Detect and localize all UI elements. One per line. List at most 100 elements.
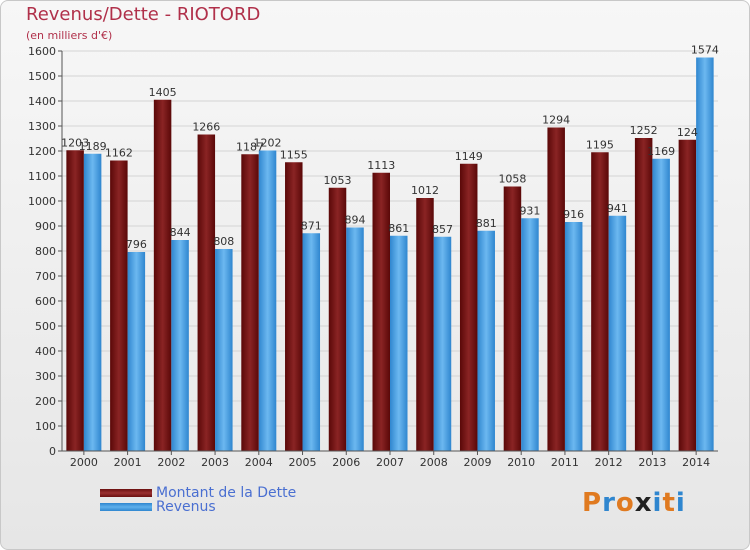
- x-tick-label: 2006: [332, 456, 360, 469]
- data-label: 124: [677, 126, 698, 139]
- axes: 0 100 200 300 400 500 600 700 800 900 1000 1100 1200…: [28, 45, 718, 469]
- bar-revenus: [171, 240, 189, 451]
- data-label: 1187: [236, 140, 264, 153]
- bar-dette: [678, 139, 697, 451]
- logo-letter: i: [675, 488, 686, 518]
- data-label: 1058: [498, 173, 526, 186]
- legend-label-revenus: Revenus: [156, 499, 216, 515]
- legend-swatch-revenus: [100, 503, 152, 511]
- bar-dette: [285, 162, 303, 451]
- y-tick-label: 800: [35, 245, 56, 258]
- legend-item-revenus: Revenus: [100, 499, 296, 515]
- data-label: 1169: [647, 145, 675, 158]
- y-tick-label: 0: [49, 445, 56, 458]
- y-tick-label: 200: [35, 395, 56, 408]
- legend-swatch-dette: [100, 489, 152, 497]
- y-tick-label: 700: [35, 270, 56, 283]
- x-tick-label: 2000: [70, 456, 98, 469]
- y-tick-label: 1300: [28, 120, 56, 133]
- x-tick-label: 2010: [507, 456, 535, 469]
- bars: [66, 57, 714, 451]
- data-label: 1405: [149, 86, 177, 99]
- y-tick-label: 1400: [28, 95, 56, 108]
- y-tick-label: 600: [35, 295, 56, 308]
- legend: Montant de la Dette Revenus: [100, 485, 297, 515]
- data-label: 1252: [630, 124, 658, 137]
- legend-label-dette: Montant de la Dette: [156, 485, 297, 501]
- bar-dette: [591, 152, 609, 451]
- data-label: 1195: [586, 138, 614, 151]
- x-tick-label: 2009: [463, 456, 491, 469]
- bar-revenus: [696, 57, 714, 451]
- data-label: 1012: [411, 184, 439, 197]
- bar-revenus: [346, 227, 364, 451]
- x-tick-label: 2007: [376, 456, 404, 469]
- data-label: 857: [432, 223, 453, 236]
- y-tick-label: 1500: [28, 70, 56, 83]
- bar-dette: [197, 134, 216, 451]
- y-tick-label: 1100: [28, 170, 56, 183]
- y-tick-label: 1000: [28, 195, 56, 208]
- bar-revenus: [127, 252, 146, 451]
- data-label: 931: [519, 204, 540, 217]
- data-label: 1053: [324, 174, 352, 187]
- data-label: 796: [126, 238, 147, 251]
- data-label: 894: [345, 214, 366, 227]
- x-tick-label: 2014: [682, 456, 710, 469]
- y-tick-label: 500: [35, 320, 56, 333]
- y-tick-label: 400: [35, 345, 56, 358]
- bar-revenus: [83, 153, 102, 451]
- data-label: 1162: [105, 147, 133, 160]
- y-tick-label: 1600: [28, 45, 56, 58]
- x-tick-label: 2001: [114, 456, 142, 469]
- data-label: 941: [607, 202, 628, 215]
- x-tick-label: 2002: [157, 456, 185, 469]
- bar-revenus: [390, 235, 408, 451]
- data-label: 881: [476, 217, 497, 230]
- data-label: 916: [563, 208, 584, 221]
- data-label: 1202: [254, 137, 282, 150]
- data-label: 1294: [542, 114, 570, 127]
- bar-revenus: [302, 233, 321, 451]
- logo-letter: t: [662, 488, 676, 518]
- bar-revenus: [652, 158, 670, 451]
- bar-revenus: [477, 230, 495, 451]
- y-tick-label: 300: [35, 370, 56, 383]
- bar-revenus: [564, 222, 583, 451]
- y-tick-label: 1200: [28, 145, 56, 158]
- data-label: 1189: [79, 140, 107, 153]
- data-label: 1203: [61, 136, 89, 149]
- bar-dette: [241, 154, 259, 451]
- data-label: 808: [213, 235, 234, 248]
- data-label: 1149: [455, 150, 483, 163]
- logo-letter: P: [582, 488, 603, 518]
- x-tick-label: 2003: [201, 456, 229, 469]
- logo-letter: i: [652, 488, 663, 518]
- bar-dette: [153, 99, 172, 451]
- data-label: 871: [301, 219, 322, 232]
- data-label: 1574: [691, 44, 719, 57]
- chart-subtitle: (en milliers d'€): [26, 29, 113, 42]
- bar-dette: [547, 127, 565, 451]
- y-tick-label: 100: [35, 420, 56, 433]
- bar-dette: [634, 138, 653, 451]
- bar-dette: [503, 186, 522, 451]
- bar-revenus: [258, 150, 277, 451]
- bar-dette: [328, 187, 347, 451]
- data-label: 1113: [367, 159, 395, 172]
- bar-revenus: [215, 249, 233, 451]
- data-label: 1266: [192, 121, 220, 134]
- chart-title: Revenus/Dette - RIOTORD: [26, 4, 261, 25]
- x-tick-label: 2008: [420, 456, 448, 469]
- legend-item-dette: Montant de la Dette: [100, 485, 297, 501]
- x-tick-label: 2012: [595, 456, 623, 469]
- bar-revenus: [433, 236, 452, 451]
- logo-letter: x: [634, 488, 653, 518]
- proxiti-logo: Proxiti: [582, 488, 686, 518]
- logo-letter: o: [615, 488, 635, 518]
- data-label: 861: [388, 222, 409, 235]
- x-tick-label: 2004: [245, 456, 273, 469]
- data-label: 1155: [280, 148, 308, 161]
